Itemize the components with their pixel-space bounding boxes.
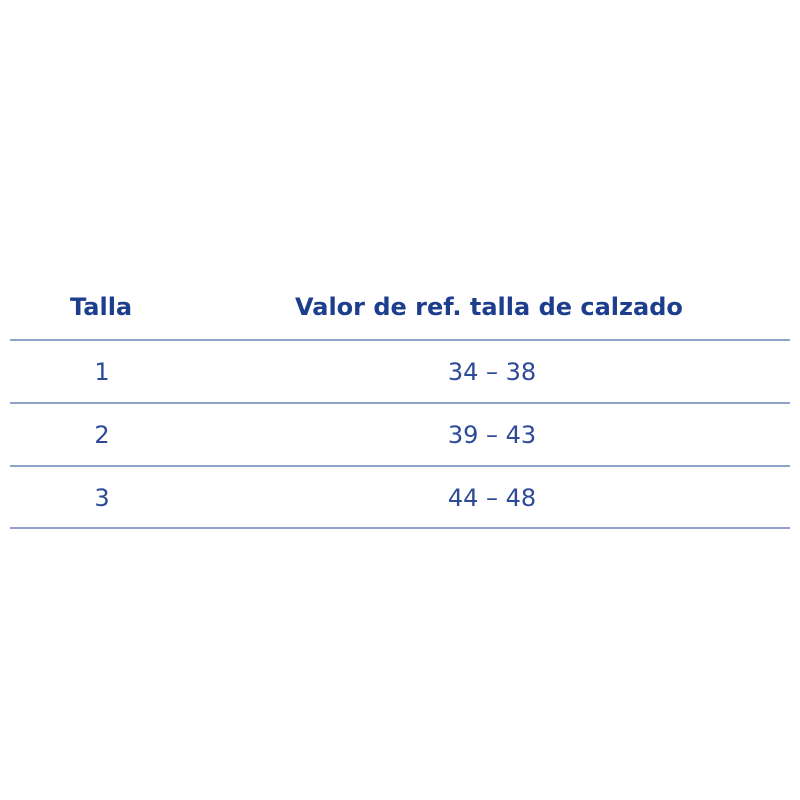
cell-size: 2 bbox=[94, 421, 110, 449]
header-size: Talla bbox=[70, 293, 133, 321]
divider bbox=[10, 402, 790, 404]
divider bbox=[10, 465, 790, 467]
cell-size: 3 bbox=[94, 484, 110, 512]
cell-shoe-size: 44 – 48 bbox=[447, 484, 537, 512]
divider bbox=[10, 527, 790, 529]
cell-shoe-size: 39 – 43 bbox=[447, 421, 537, 449]
header-shoe-size: Valor de ref. talla de calzado bbox=[295, 293, 683, 321]
cell-size: 1 bbox=[94, 358, 110, 386]
divider bbox=[10, 339, 790, 341]
cell-shoe-size: 34 – 38 bbox=[447, 358, 537, 386]
